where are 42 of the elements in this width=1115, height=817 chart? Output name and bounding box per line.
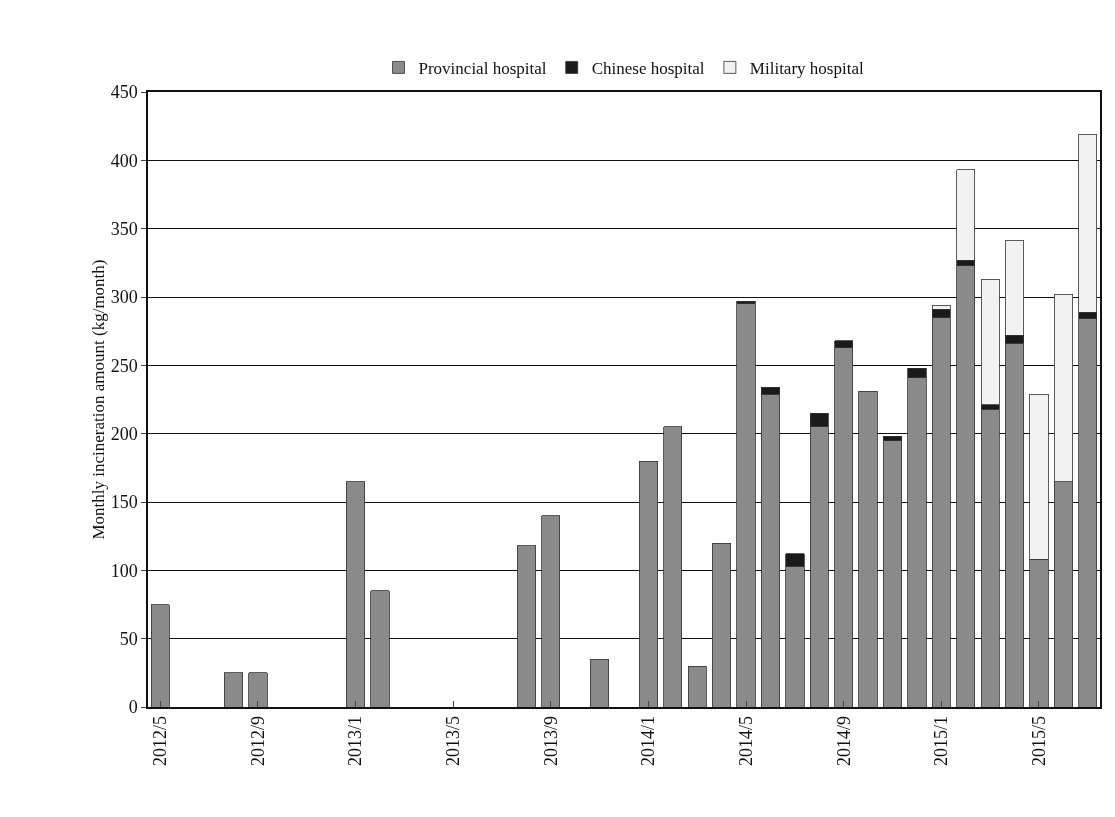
x-tick-label: 2012/5 (150, 715, 171, 766)
bar (980, 408, 1000, 707)
y-tick-label: 350 (110, 218, 138, 239)
bar (980, 278, 1000, 406)
bar (516, 545, 536, 707)
y-axis-title: Monthly incineration amount (kg/month) (88, 259, 108, 540)
bar (370, 590, 390, 707)
bar (345, 481, 366, 707)
bar (541, 515, 561, 707)
bar (223, 672, 243, 707)
x-tick-label: 2013/1 (345, 715, 366, 766)
y-tick-label: 150 (110, 492, 138, 513)
bar (858, 390, 878, 707)
legend-label: Military hospital (749, 59, 864, 79)
x-tick-label: 2014/5 (735, 715, 756, 766)
x-tick-label: 2013/5 (442, 715, 463, 766)
bar (638, 460, 658, 707)
bar (248, 672, 268, 707)
x-tick-label: 2014/1 (638, 715, 659, 766)
bar (687, 665, 707, 707)
bar (590, 658, 610, 707)
x-tick-label: 2012/9 (247, 715, 268, 766)
y-tick-label: 400 (110, 150, 138, 171)
legend-label: Provincial hospital (418, 59, 547, 79)
y-tick-label: 100 (110, 560, 138, 581)
y-tick-label: 300 (110, 287, 138, 308)
bar (663, 426, 683, 707)
bar (150, 604, 170, 707)
y-tick-label: 0 (128, 697, 138, 718)
y-tick-label: 450 (110, 82, 138, 103)
y-tick-label: 50 (119, 628, 138, 649)
y-tick-label: 200 (110, 423, 138, 444)
bar (736, 303, 756, 707)
x-tick-label: 2015/5 (1028, 715, 1049, 766)
x-tick-label: 2013/9 (540, 715, 561, 766)
legend-label: Chinese hospital (591, 59, 705, 79)
y-tick-label: 250 (110, 355, 138, 376)
bar (956, 265, 976, 707)
x-tick-label: 2014/9 (833, 715, 854, 766)
bar (712, 542, 732, 707)
x-tick-label: 2015/1 (931, 715, 952, 766)
bar (882, 440, 903, 707)
